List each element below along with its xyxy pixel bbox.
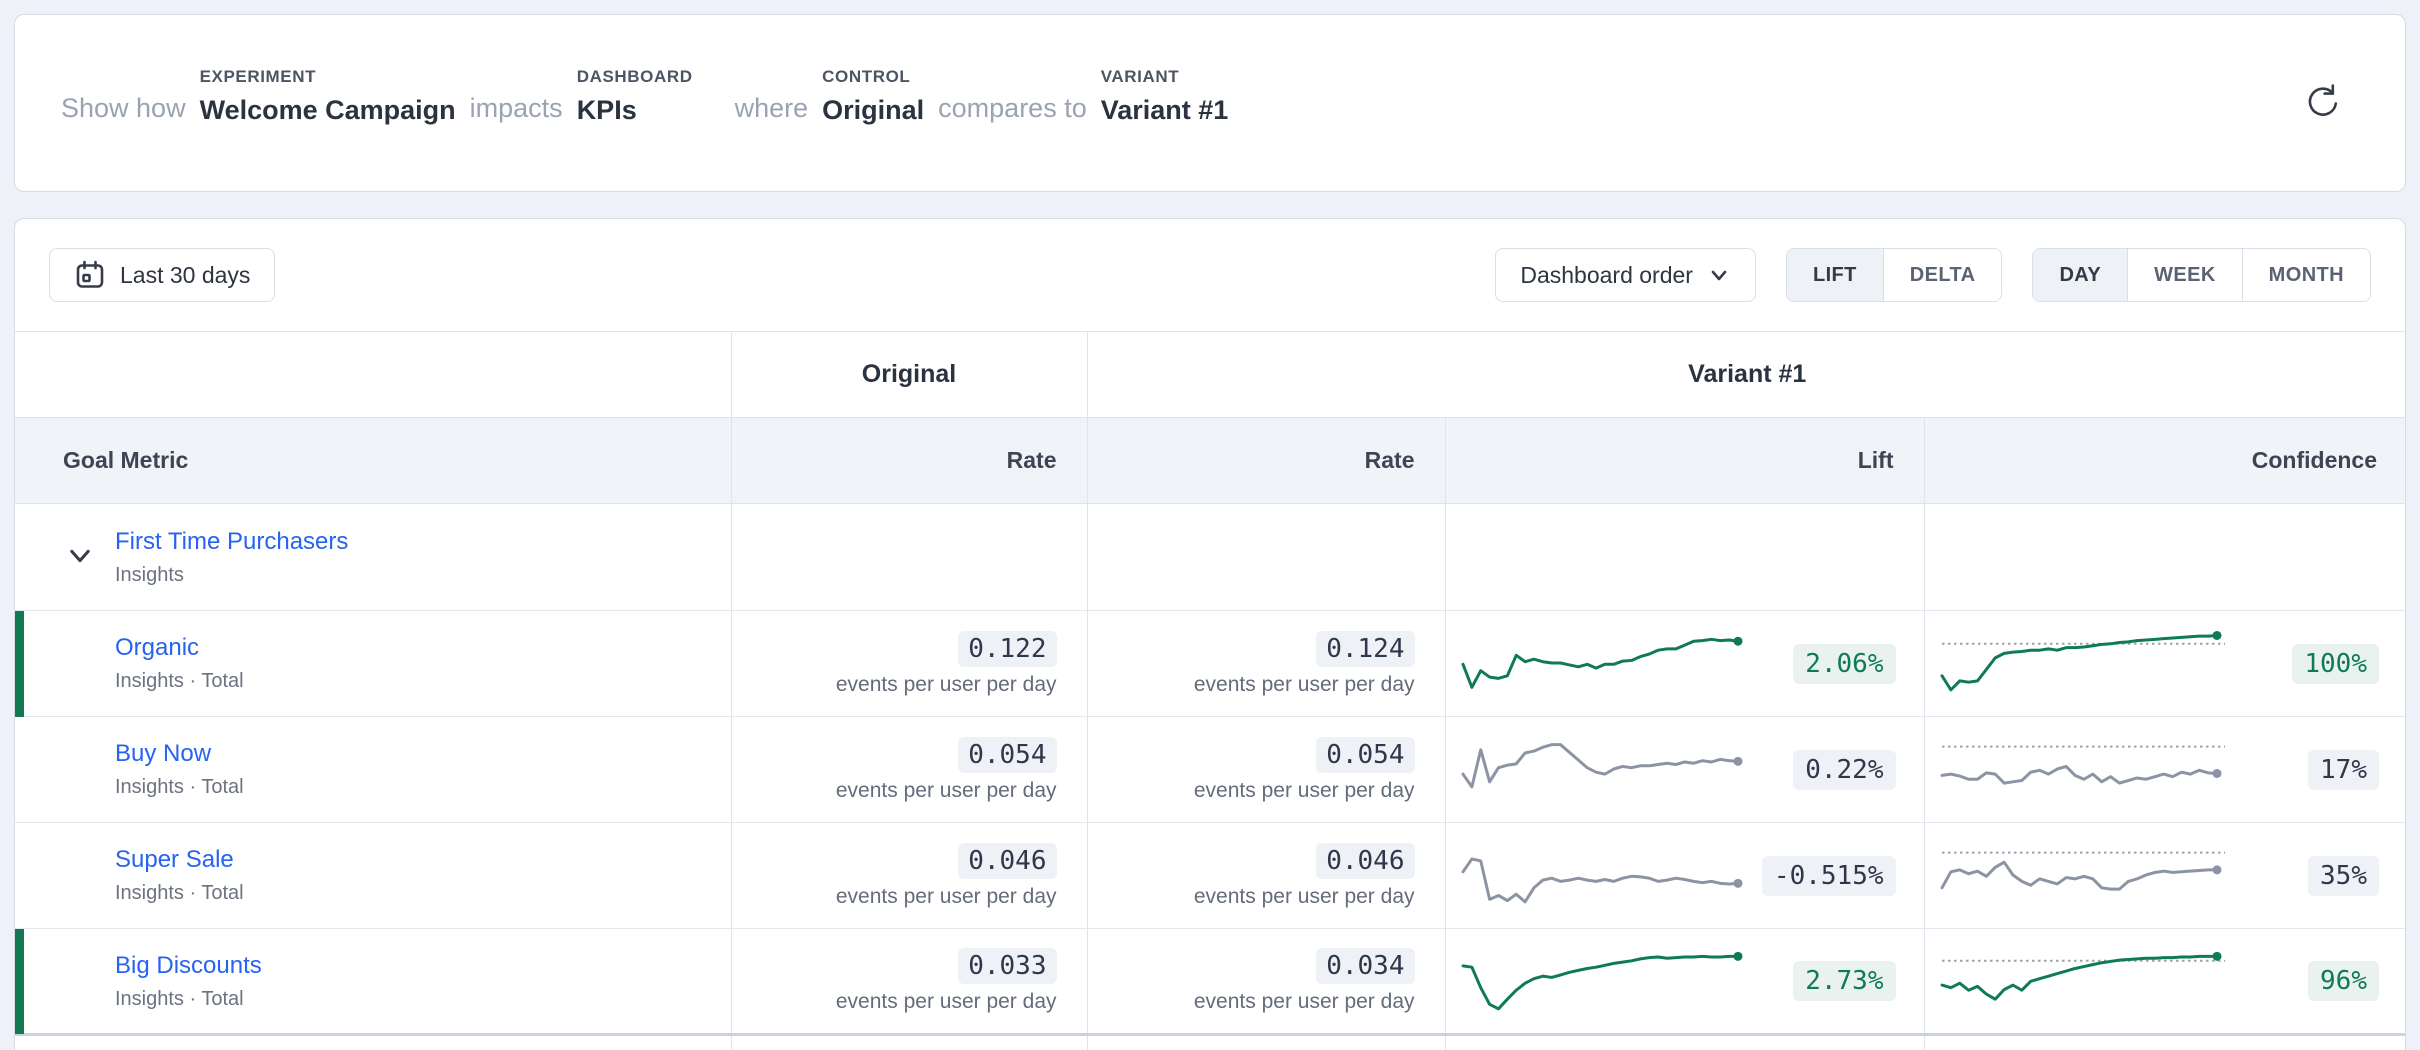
column-control-rate: Rate [730,417,1087,504]
confidence-value: 100% [2292,643,2379,684]
column-variant-rate: Rate [1086,417,1445,504]
control-segment[interactable]: CONTROL Original [822,67,924,126]
experiment-label: EXPERIMENT [199,67,317,86]
metric-source: Insights · Total [115,670,244,692]
experiment-summary-card: Show how EXPERIMENT Welcome Campaign imp… [14,14,2406,192]
lift-delta-toggle: LIFT DELTA [1785,248,2003,302]
toggle-option-delta[interactable]: DELTA [1882,249,2002,301]
variant-group-header: Variant #1 [1086,331,2405,418]
variant-label: VARIANT [1100,67,1180,86]
table-row: Buy Now Insights · Total 0.054 events pe… [15,716,2405,823]
dashboard-segment[interactable]: DASHBOARD KPIs [577,67,693,126]
calendar-icon [76,260,104,288]
experiment-segment[interactable]: EXPERIMENT Welcome Campaign [200,67,456,126]
confidence-value: 17% [2308,749,2379,790]
rate-unit: events per user per day [1193,990,1415,1013]
column-goal-metric: Goal Metric [15,417,731,504]
column-lift: Lift [1444,417,1924,504]
lift-value: 2.73% [1793,961,1896,1001]
control-group-header: Original [730,331,1087,418]
table-row: Organic Insights · Total 0.122 events pe… [15,610,2405,717]
toggle-option-month[interactable]: MONTH [2241,249,2370,301]
dashboard-order-label: Dashboard order [1520,261,1693,288]
metric-link[interactable]: Buy Now [115,740,212,767]
column-header-row: Goal Metric Rate Rate Lift Confidence [15,417,2405,504]
dashboard-value[interactable]: KPIs [576,95,637,125]
toolbar: Last 30 days Dashboard order LIFT DELTA … [15,219,2405,331]
rate-unit: events per user per day [835,884,1057,908]
rate-unit: events per user per day [1193,778,1415,802]
toggle-option-lift[interactable]: LIFT [1786,249,1883,301]
collapse-group-button[interactable] [63,540,97,574]
table-row: Super Sale Insights · Total 0.046 events… [15,822,2405,929]
rate-unit: events per user per day [835,990,1057,1013]
variant-rate-value: 0.034 [1316,948,1415,984]
variant-value[interactable]: Variant #1 [1100,95,1229,125]
control-label: CONTROL [822,67,911,86]
variant-rate-value: 0.046 [1316,842,1415,879]
experiment-summary-phrase: Show how EXPERIMENT Welcome Campaign imp… [61,67,1228,126]
variant-rate-value: 0.124 [1316,630,1415,667]
lift-value: -0.515% [1761,855,1896,896]
chevron-down-icon [70,549,90,562]
metric-link[interactable]: Super Sale [115,846,234,873]
toggle-option-day[interactable]: DAY [2033,249,2128,301]
lift-value: 2.06% [1793,643,1896,684]
metric-link[interactable]: Big Discounts [115,951,262,979]
variant-rate-value: 0.054 [1316,736,1415,773]
metric-source: Insights · Total [115,776,244,798]
lift-sparkline [1460,731,1752,809]
table-row: Big Discounts Insights · Total 0.033 eve… [15,928,2405,1035]
metric-group-link[interactable]: First Time Purchasers [115,527,349,555]
confidence-value: 96% [2308,961,2379,1001]
rate-unit: events per user per day [835,672,1057,696]
phrase-prefix: Show how [61,93,186,123]
confidence-sparkline [1939,731,2231,809]
lift-sparkline [1460,625,1752,703]
confidence-sparkline [1939,942,2231,1020]
toolbar-right: Dashboard order LIFT DELTA DAY WEEK MONT… [1495,248,2371,302]
chevron-down-icon [1711,270,1727,281]
rate-unit: events per user per day [1193,672,1415,696]
confidence-sparkline [1939,625,2231,703]
phrase-connector-impacts: impacts [469,93,563,123]
date-range-button[interactable]: Last 30 days [49,248,276,302]
dashboard-label: DASHBOARD [576,67,693,86]
metric-group-row: First Time Purchasers Insights [15,503,2405,611]
metric-group-source: Insights [115,563,184,586]
lift-value: 0.22% [1793,749,1896,790]
experiment-value[interactable]: Welcome Campaign [199,95,456,125]
date-range-label: Last 30 days [120,261,251,288]
metric-link[interactable]: Organic [115,634,200,661]
lift-sparkline [1460,837,1752,915]
results-table: Original Variant #1 Goal Metric Rate Rat… [15,331,2405,1050]
granularity-toggle: DAY WEEK MONTH [2032,248,2371,302]
lift-sparkline [1460,942,1752,1020]
results-card: Last 30 days Dashboard order LIFT DELTA … [14,218,2406,1050]
metric-source: Insights · Total [115,882,244,904]
dashboard-order-dropdown[interactable]: Dashboard order [1495,248,1756,302]
confidence-sparkline [1939,837,2231,915]
next-row-partial [15,1033,2405,1050]
refresh-icon [2308,84,2338,116]
toggle-option-week[interactable]: WEEK [2127,249,2242,301]
control-rate-value: 0.046 [958,842,1057,879]
control-rate-value: 0.054 [958,736,1057,773]
control-value[interactable]: Original [822,95,925,125]
rate-unit: events per user per day [835,778,1057,802]
column-confidence: Confidence [1923,417,2405,504]
phrase-connector-compares: compares to [938,93,1087,123]
group-header-spacer [15,331,731,418]
variant-group-header-row: Original Variant #1 [15,331,2405,418]
refresh-button[interactable] [2299,77,2347,125]
rate-unit: events per user per day [1193,884,1415,908]
control-rate-value: 0.122 [958,630,1057,667]
phrase-connector-where: where [734,93,809,123]
metric-source: Insights · Total [115,987,244,1010]
control-rate-value: 0.033 [958,948,1057,984]
variant-segment[interactable]: VARIANT Variant #1 [1101,67,1229,126]
confidence-value: 35% [2308,855,2379,896]
